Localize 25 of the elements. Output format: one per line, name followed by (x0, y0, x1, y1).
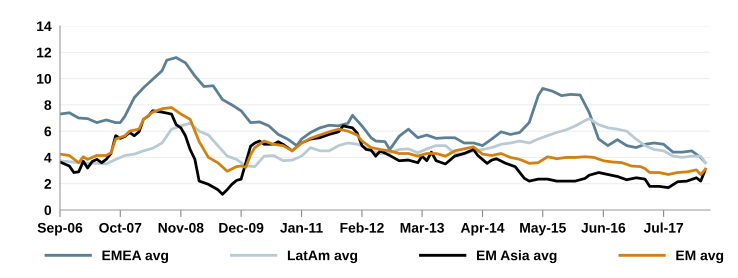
x-tick-label: Jan-11 (280, 223, 323, 233)
y-tick-label: 14 (37, 21, 52, 32)
x-tick-label: Mar-13 (400, 222, 444, 233)
x-tick-label: May-15 (520, 223, 566, 236)
x-tick-label: Feb-12 (340, 222, 384, 233)
x-tick-label: Dec-09 (219, 222, 264, 233)
x-tick-label: Apr-14 (460, 223, 504, 236)
legend-label: EM avg (676, 250, 724, 264)
y-tick-label: 10 (37, 74, 52, 84)
x-tick-label: Nov-08 (158, 222, 204, 233)
y-tick-label: 4 (44, 152, 52, 162)
y-tick-label: 0 (44, 205, 52, 216)
line-series (60, 106, 707, 176)
x-tick-label: Jun-16 (581, 222, 626, 233)
line-series (60, 56, 707, 164)
legend-label: LatAm avg (288, 250, 358, 264)
x-tick-label: Jul-17 (644, 222, 684, 233)
x-tick-label: Oct-07 (99, 222, 142, 233)
legend-label: EMEA avg (102, 250, 168, 264)
x-tick-label: Sep-06 (38, 222, 82, 236)
legend-label: EM Asia avg (476, 250, 556, 264)
y-tick-label: 2 (44, 179, 52, 189)
y-tick-label: 12 (37, 48, 52, 58)
y-tick-label: 8 (44, 100, 52, 110)
y-tick-label: 6 (44, 126, 52, 136)
